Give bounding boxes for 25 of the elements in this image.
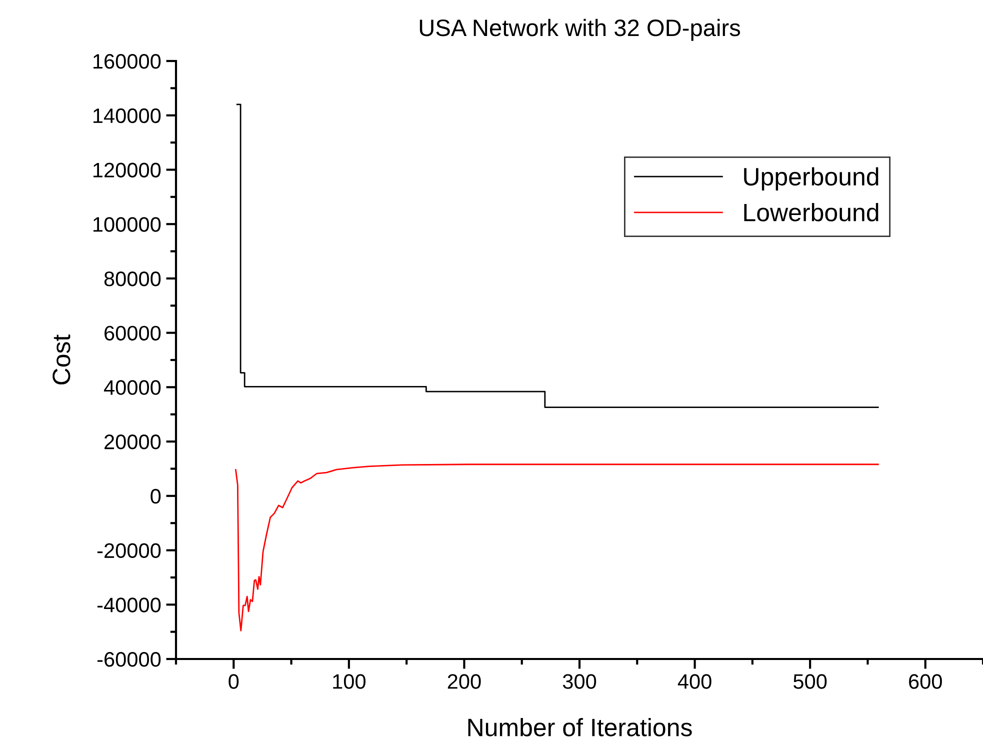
legend-label: Lowerbound [744,203,878,222]
y-axis-title: Cost [52,334,70,384]
chart-title: USA Network with 32 OD-pairs [420,18,740,41]
y-tick-label: -20000 [97,543,161,558]
legend-label: Upperbound [744,167,878,191]
x-tick-label: 300 [562,674,596,689]
y-tick-label: 160000 [93,54,161,69]
line-series [235,464,879,632]
y-tick-label: 60000 [104,326,161,341]
y-tick-label: 0 [150,488,161,504]
x-tick-label: 200 [448,674,481,689]
y-tick-label: 80000 [104,271,161,286]
y-tick-label: -40000 [97,598,161,612]
y-tick-label: 140000 [93,108,161,124]
x-tick-label: 400 [678,674,712,689]
x-tick-label: 100 [333,674,366,689]
y-tick-label: 100000 [93,217,161,232]
y-tick-label: 120000 [93,162,161,178]
x-tick-label: 0 [228,674,239,689]
x-tick-label: 600 [909,674,942,689]
y-tick-label: -60000 [97,652,161,667]
x-axis-title: Number of Iterations [468,718,692,736]
x-tick-label: 500 [794,674,827,689]
y-tick-label: 20000 [104,434,161,450]
y-tick-label: 40000 [104,380,161,395]
